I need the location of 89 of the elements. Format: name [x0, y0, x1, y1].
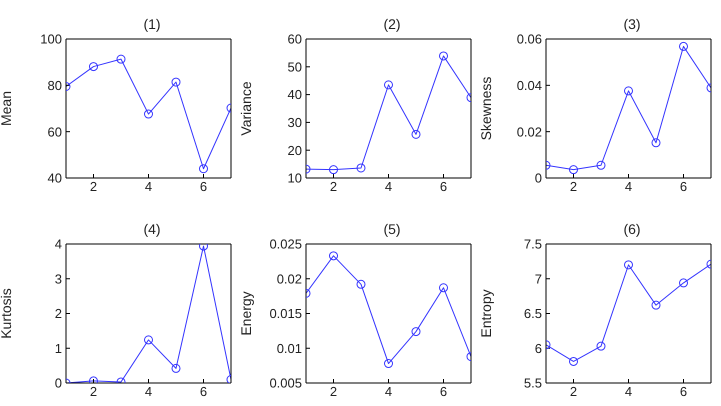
chart-title: (1) — [142, 16, 162, 32]
point — [116, 54, 126, 64]
x-tick-label: 6 — [440, 179, 448, 194]
point — [89, 376, 98, 382]
point — [569, 356, 578, 366]
y-tick-label: 100 — [40, 32, 62, 47]
y-axis-title: Skewness — [478, 76, 494, 140]
x-tick-label: 2 — [90, 384, 98, 399]
point — [172, 363, 180, 372]
point — [679, 42, 688, 51]
x-tick-label: 4 — [144, 179, 152, 194]
y-tick-label: 40 — [288, 87, 302, 102]
point — [439, 51, 448, 60]
y-tick-label: 7.5 — [524, 236, 542, 252]
point — [144, 334, 153, 344]
x-tick-label: 6 — [440, 384, 448, 399]
chart-title: (4) — [142, 220, 162, 236]
y-axis-title: Entropy — [478, 288, 494, 338]
x-tick-label: 6 — [200, 179, 208, 194]
point — [329, 250, 338, 260]
y-axis-title: Variance — [238, 81, 254, 136]
x-tick-label: 2 — [330, 384, 338, 399]
point — [384, 80, 393, 90]
y-tick-label: 80 — [48, 78, 62, 93]
y-tick-label: 30 — [288, 115, 302, 130]
point — [652, 300, 660, 310]
x-tick-label: 4 — [144, 384, 152, 399]
y-tick-label: 0.04 — [516, 78, 542, 93]
point — [329, 165, 338, 174]
y-tick-label: 0.025 — [269, 236, 302, 252]
y-tick-label: 7 — [534, 270, 542, 286]
y-tick-label: 0.06 — [516, 32, 542, 47]
point — [356, 163, 366, 172]
point — [624, 260, 633, 269]
y-tick-label: 3 — [54, 270, 62, 286]
y-tick-label: 10 — [288, 170, 302, 186]
y-tick-label: 6.5 — [524, 306, 542, 321]
y-axis-title: Kurtosis — [0, 288, 14, 338]
x-tick-label: 4 — [624, 384, 632, 399]
chart-title: (3) — [622, 16, 642, 32]
point — [679, 278, 688, 287]
x-tick-label: 4 — [384, 179, 392, 194]
point — [199, 164, 208, 174]
y-tick-label: 60 — [288, 32, 302, 47]
x-tick-label: 2 — [570, 179, 578, 194]
y-axis-title: Mean — [0, 90, 14, 126]
point — [89, 62, 98, 72]
y-tick-label: 20 — [288, 142, 302, 158]
y-tick-label: 1 — [54, 340, 62, 356]
y-tick-label: 4 — [54, 236, 62, 252]
x-tick-label: 4 — [624, 179, 632, 194]
point — [439, 282, 448, 292]
x-tick-label: 4 — [384, 384, 392, 399]
y-tick-label: 0 — [534, 170, 542, 186]
y-tick-label: 0.02 — [516, 124, 542, 140]
x-tick-label: 2 — [570, 384, 578, 399]
chart-title: (6) — [622, 220, 642, 236]
y-tick-label: 0.015 — [269, 306, 302, 321]
chart-title: (2) — [382, 16, 402, 32]
point — [144, 110, 153, 119]
y-tick-label: 60 — [48, 124, 62, 140]
y-tick-label: 0.02 — [276, 270, 302, 286]
x-tick-label: 6 — [680, 179, 688, 194]
y-tick-label: 5.5 — [524, 375, 542, 390]
point — [569, 165, 578, 174]
point — [652, 138, 660, 148]
x-tick-label: 2 — [90, 179, 98, 194]
point — [172, 78, 180, 87]
y-tick-label: 0.01 — [276, 340, 302, 356]
y-tick-label: 40 — [48, 170, 62, 186]
y-tick-label: 50 — [288, 59, 302, 74]
line-series — [66, 244, 231, 382]
y-tick-label: 2 — [54, 306, 62, 321]
point — [596, 160, 606, 170]
point — [356, 279, 366, 288]
chart-title: (5) — [382, 220, 402, 236]
point — [412, 130, 420, 139]
point — [624, 86, 633, 96]
x-tick-label: 6 — [200, 384, 208, 399]
point — [199, 244, 208, 250]
point — [384, 358, 393, 368]
point — [596, 341, 606, 350]
y-axis-title: Energy — [238, 290, 254, 336]
y-tick-label: 0 — [54, 375, 62, 390]
x-tick-label: 6 — [680, 384, 688, 399]
x-tick-label: 2 — [330, 179, 338, 194]
point — [412, 326, 420, 336]
y-tick-label: 0.005 — [269, 375, 302, 390]
y-tick-label: 6 — [534, 340, 542, 356]
